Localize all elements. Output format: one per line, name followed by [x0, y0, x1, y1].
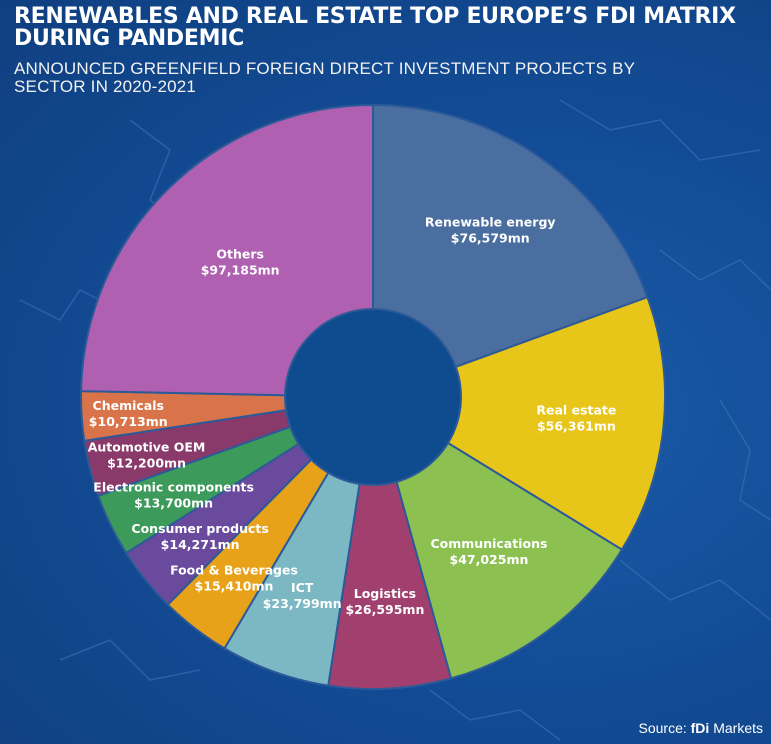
value-electronic-components: $13,700mn [134, 495, 213, 510]
label-consumer-products: Consumer products [131, 521, 268, 536]
label-logistics: Logistics [354, 586, 416, 601]
label-automotive-oem: Automotive OEM [88, 439, 206, 454]
slice-labels: Renewable energy$76,579mn Real estate$56,… [88, 215, 617, 617]
value-real-estate: $56,361mn [537, 419, 616, 434]
slice-logistics [327, 396, 453, 690]
value-logistics: $26,595mn [345, 602, 424, 617]
value-communications: $47,025mn [450, 552, 529, 567]
slice-others [80, 103, 374, 399]
label-others: Others [216, 246, 264, 261]
donut-hole [284, 308, 462, 486]
chart-subtitle: ANNOUNCED GREENFIELD FOREIGN DIRECT INVE… [14, 59, 635, 96]
slices [80, 103, 666, 690]
label-chemicals: Chemicals [93, 398, 164, 413]
label-renewable-energy: Renewable energy [425, 215, 556, 230]
label-real-estate: Real estate [536, 403, 616, 418]
label-ict: ICT [291, 580, 314, 595]
label-electronic-components: Electronic components [93, 479, 254, 494]
value-renewable-energy: $76,579mn [451, 231, 530, 246]
chart-title: RENEWABLES AND REAL ESTATE TOP EUROPE’S … [14, 4, 736, 51]
value-chemicals: $10,713mn [89, 414, 168, 429]
slice-real-estate [370, 295, 666, 552]
slice-renewable-energy [372, 103, 649, 399]
value-food-and-beverages: $15,410mn [195, 578, 274, 593]
label-food-and-beverages: Food & Beverages [170, 562, 298, 577]
value-automotive-oem: $12,200mn [107, 455, 186, 470]
source-brand: fDi [690, 720, 710, 736]
value-consumer-products: $14,271mn [161, 537, 240, 552]
label-communications: Communications [430, 536, 547, 551]
source-note: Source: fDi Markets [639, 720, 764, 736]
value-others: $97,185mn [201, 262, 280, 277]
source-prefix: Source: [638, 720, 691, 736]
source-suffix: Markets [709, 720, 763, 736]
slice-communications [371, 394, 624, 680]
value-ict: $23,799mn [263, 596, 342, 611]
